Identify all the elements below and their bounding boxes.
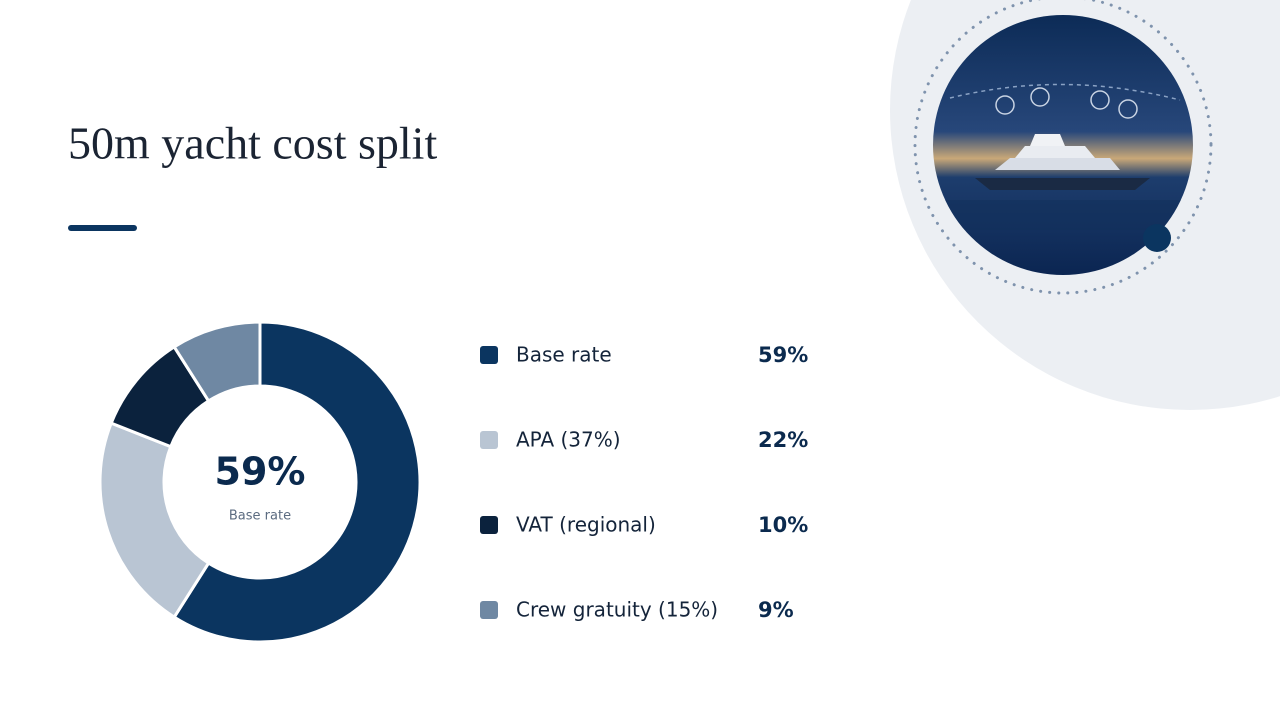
donut-slice: [172, 320, 262, 404]
donut-chart: [98, 320, 422, 644]
legend-swatch: [480, 431, 498, 449]
donut-slice: [98, 421, 211, 620]
legend-value: 59%: [758, 343, 808, 367]
legend-label: APA (37%): [516, 428, 621, 452]
center-value: 59%: [215, 450, 306, 494]
legend-value: 10%: [758, 513, 808, 537]
dotted-ring: [913, 0, 1213, 295]
legend-value: 9%: [758, 598, 794, 622]
legend-value: 22%: [758, 428, 808, 452]
donut-slice: [172, 320, 422, 644]
legend-label: Base rate: [516, 343, 612, 367]
legend: Base rate 59% APA (37%) 22% VAT (regional) 10…: [480, 343, 808, 622]
center-label: Base rate: [229, 509, 291, 524]
legend-label: VAT (regional): [516, 513, 656, 537]
legend-swatch: [480, 516, 498, 534]
legend-swatch: [480, 601, 498, 619]
title-underline: [68, 225, 137, 231]
accent-dot: [1143, 224, 1171, 252]
legend-swatch: [480, 346, 498, 364]
slide-title: 50m yacht cost split: [68, 118, 437, 169]
legend-label: Crew gratuity (15%): [516, 598, 718, 622]
